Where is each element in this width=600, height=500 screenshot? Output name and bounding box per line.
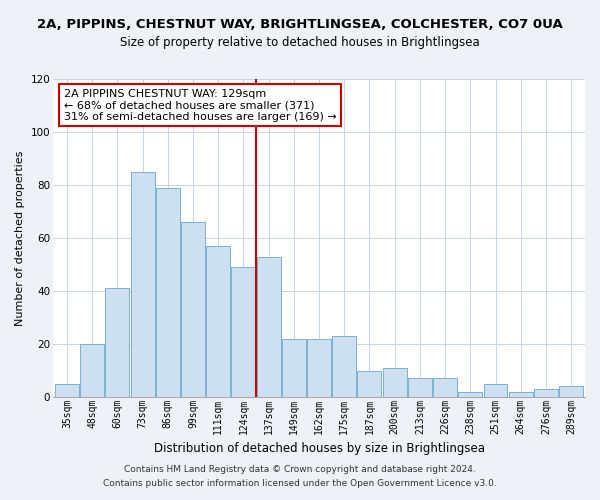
Bar bbox=[282, 338, 306, 397]
Text: 2A, PIPPINS, CHESTNUT WAY, BRIGHTLINGSEA, COLCHESTER, CO7 0UA: 2A, PIPPINS, CHESTNUT WAY, BRIGHTLINGSEA… bbox=[37, 18, 563, 30]
Bar bbox=[433, 378, 457, 397]
Bar bbox=[509, 392, 533, 397]
Bar bbox=[106, 288, 130, 397]
Bar bbox=[181, 222, 205, 397]
Bar bbox=[484, 384, 508, 397]
Bar bbox=[559, 386, 583, 397]
Bar bbox=[257, 256, 281, 397]
Y-axis label: Number of detached properties: Number of detached properties bbox=[15, 150, 25, 326]
Text: 2A PIPPINS CHESTNUT WAY: 129sqm
← 68% of detached houses are smaller (371)
31% o: 2A PIPPINS CHESTNUT WAY: 129sqm ← 68% of… bbox=[64, 88, 337, 122]
Bar bbox=[156, 188, 180, 397]
X-axis label: Distribution of detached houses by size in Brightlingsea: Distribution of detached houses by size … bbox=[154, 442, 485, 455]
Text: Contains HM Land Registry data © Crown copyright and database right 2024.
Contai: Contains HM Land Registry data © Crown c… bbox=[103, 466, 497, 487]
Bar bbox=[80, 344, 104, 397]
Bar bbox=[206, 246, 230, 397]
Bar bbox=[383, 368, 407, 397]
Bar bbox=[408, 378, 432, 397]
Bar bbox=[534, 389, 558, 397]
Bar bbox=[332, 336, 356, 397]
Bar bbox=[131, 172, 155, 397]
Text: Size of property relative to detached houses in Brightlingsea: Size of property relative to detached ho… bbox=[120, 36, 480, 49]
Bar bbox=[55, 384, 79, 397]
Bar bbox=[307, 338, 331, 397]
Bar bbox=[358, 370, 382, 397]
Bar bbox=[232, 267, 256, 397]
Bar bbox=[458, 392, 482, 397]
